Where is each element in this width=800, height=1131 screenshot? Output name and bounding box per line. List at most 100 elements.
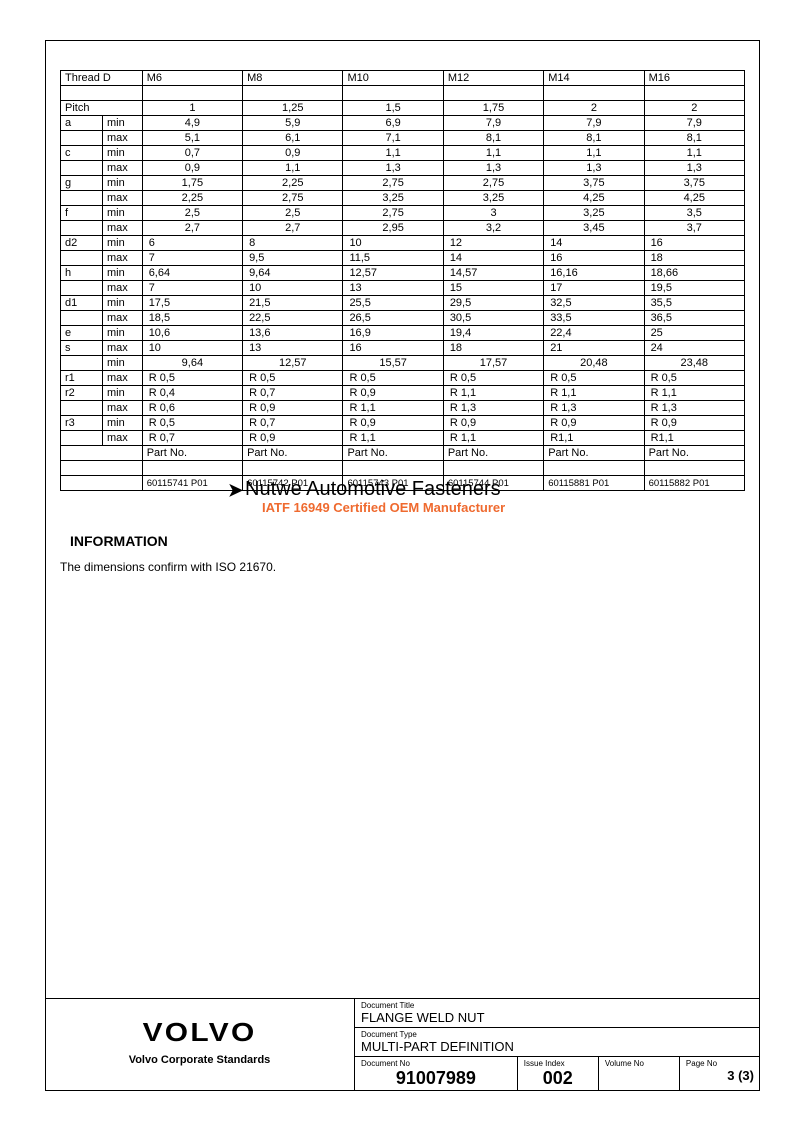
page-value: 3 (3): [686, 1068, 754, 1083]
val-6-5: 4,25: [644, 191, 744, 206]
sub-1: min: [103, 116, 143, 131]
param-12: [61, 281, 103, 296]
val-18-3: R 0,5: [443, 371, 543, 386]
val-18-4: R 0,5: [544, 371, 644, 386]
param-17: [61, 356, 103, 371]
val-3-3: 1,1: [443, 146, 543, 161]
val-7-2: 2,75: [343, 206, 443, 221]
val-0-1: 1,25: [243, 101, 343, 116]
val-1-4: 7,9: [544, 116, 644, 131]
val-22-1: R 0,9: [243, 431, 343, 446]
param-13: d1: [61, 296, 103, 311]
val-12-1: 10: [243, 281, 343, 296]
val-17-4: 20,48: [544, 356, 644, 371]
sub-3: min: [103, 146, 143, 161]
partno-label-1: Part No.: [243, 446, 343, 461]
val-10-2: 11,5: [343, 251, 443, 266]
partno-label-0: Part No.: [142, 446, 242, 461]
val-14-0: 18,5: [142, 311, 242, 326]
val-7-3: 3: [443, 206, 543, 221]
sub-2: max: [103, 131, 143, 146]
val-8-1: 2,7: [243, 221, 343, 236]
val-3-0: 0,7: [142, 146, 242, 161]
doc-no-label: Document No: [361, 1059, 511, 1068]
val-15-3: 19,4: [443, 326, 543, 341]
spacer: [243, 86, 343, 101]
val-7-1: 2,5: [243, 206, 343, 221]
val-17-3: 17,57: [443, 356, 543, 371]
val-5-0: 1,75: [142, 176, 242, 191]
val-10-4: 16: [544, 251, 644, 266]
val-6-2: 3,25: [343, 191, 443, 206]
param-18: r1: [61, 371, 103, 386]
sub-14: max: [103, 311, 143, 326]
val-3-4: 1,1: [544, 146, 644, 161]
val-6-1: 2,75: [243, 191, 343, 206]
sub-11: min: [103, 266, 143, 281]
spacer: [544, 86, 644, 101]
val-12-4: 17: [544, 281, 644, 296]
val-3-2: 1,1: [343, 146, 443, 161]
val-0-4: 2: [544, 101, 644, 116]
val-14-1: 22,5: [243, 311, 343, 326]
val-15-4: 22,4: [544, 326, 644, 341]
val-22-3: R 1,1: [443, 431, 543, 446]
partno-5: 60115882 P01: [644, 476, 744, 491]
param-10: [61, 251, 103, 266]
param-11: h: [61, 266, 103, 281]
param-19: r2: [61, 386, 103, 401]
spacer: [644, 461, 744, 476]
partno-pad: [61, 476, 143, 491]
val-19-4: R 1,1: [544, 386, 644, 401]
val-10-0: 7: [142, 251, 242, 266]
val-2-0: 5,1: [142, 131, 242, 146]
spacer: [443, 86, 543, 101]
val-11-0: 6,64: [142, 266, 242, 281]
val-21-1: R 0,7: [243, 416, 343, 431]
volume-label: Volume No: [605, 1059, 673, 1068]
val-14-2: 26,5: [343, 311, 443, 326]
val-16-3: 18: [443, 341, 543, 356]
val-10-1: 9,5: [243, 251, 343, 266]
val-22-0: R 0,7: [142, 431, 242, 446]
header-col-3: M12: [443, 71, 543, 86]
val-16-5: 24: [644, 341, 744, 356]
val-4-3: 1,3: [443, 161, 543, 176]
val-1-3: 7,9: [443, 116, 543, 131]
val-9-4: 14: [544, 236, 644, 251]
val-18-1: R 0,5: [243, 371, 343, 386]
spacer: [343, 461, 443, 476]
val-9-5: 16: [644, 236, 744, 251]
val-13-2: 25,5: [343, 296, 443, 311]
spacer: [243, 461, 343, 476]
val-5-4: 3,75: [544, 176, 644, 191]
val-12-2: 13: [343, 281, 443, 296]
val-15-1: 13,6: [243, 326, 343, 341]
val-22-4: R1,1: [544, 431, 644, 446]
sub-12: max: [103, 281, 143, 296]
val-20-4: R 1,3: [544, 401, 644, 416]
doc-title-value: FLANGE WELD NUT: [361, 1010, 754, 1025]
val-12-5: 19,5: [644, 281, 744, 296]
val-22-5: R1,1: [644, 431, 744, 446]
val-11-5: 18,66: [644, 266, 744, 281]
val-9-0: 6: [142, 236, 242, 251]
val-13-3: 29,5: [443, 296, 543, 311]
partno-4: 60115881 P01: [544, 476, 644, 491]
sub-18: max: [103, 371, 143, 386]
val-8-3: 3,2: [443, 221, 543, 236]
val-6-4: 4,25: [544, 191, 644, 206]
val-21-3: R 0,9: [443, 416, 543, 431]
val-9-2: 10: [343, 236, 443, 251]
param-6: [61, 191, 103, 206]
spacer: [443, 461, 543, 476]
val-4-4: 1,3: [544, 161, 644, 176]
val-21-4: R 0,9: [544, 416, 644, 431]
spacer: [142, 86, 242, 101]
val-12-0: 7: [142, 281, 242, 296]
sub-15: min: [103, 326, 143, 341]
val-13-1: 21,5: [243, 296, 343, 311]
issue-label: Issue Index: [524, 1059, 592, 1068]
val-19-1: R 0,7: [243, 386, 343, 401]
val-1-5: 7,9: [644, 116, 744, 131]
